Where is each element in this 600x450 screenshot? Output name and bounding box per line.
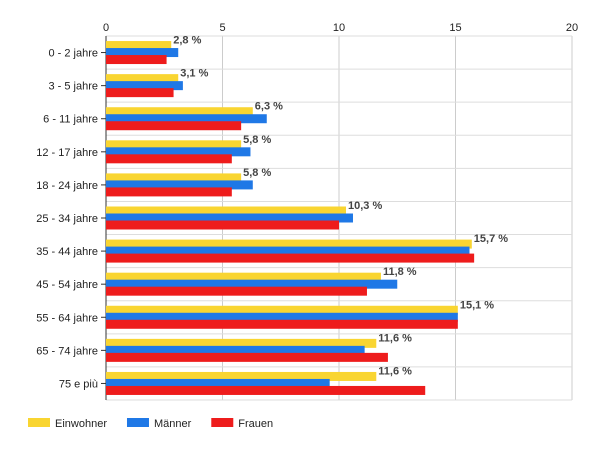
bar-einwohner-5 <box>106 206 346 216</box>
bar-frauen-2 <box>106 121 242 131</box>
x-tick-label: 20 <box>566 22 578 34</box>
category-label: 18 - 24 jahre <box>36 180 98 192</box>
bar-männer-2 <box>106 114 267 124</box>
data-label: 10,3 % <box>348 200 382 212</box>
bar-einwohner-0 <box>106 41 172 51</box>
bar-einwohner-6 <box>106 239 472 249</box>
bar-frauen-10 <box>106 385 426 395</box>
bar-frauen-9 <box>106 352 388 362</box>
x-axis-ticks: 0 5 10 15 20 <box>103 22 578 34</box>
category-label: 75 e più <box>59 378 98 390</box>
data-labels: 2,8 % 3,1 % 6,3 % 5,8 % 5,8 % 10,3 % 15,7 % 11,… <box>173 35 508 378</box>
bar-frauen-4 <box>106 187 232 197</box>
data-label: 11,6 % <box>378 332 412 344</box>
bar-einwohner-1 <box>106 74 179 84</box>
bar-frauen-3 <box>106 154 232 164</box>
bar-männer-1 <box>106 81 183 91</box>
category-label: 65 - 74 jahre <box>36 345 98 357</box>
legend-label: Männer <box>154 418 192 430</box>
x-tick-label: 10 <box>333 22 345 34</box>
bar-männer-9 <box>106 345 365 355</box>
category-label: 6 - 11 jahre <box>43 114 98 126</box>
category-label: 35 - 44 jahre <box>36 246 98 258</box>
bar-einwohner-3 <box>106 140 242 150</box>
bar-frauen-0 <box>106 55 167 65</box>
bar-frauen-8 <box>106 319 458 329</box>
data-label: 11,6 % <box>378 365 412 377</box>
category-labels: 0 - 2 jahre 3 - 5 jahre 6 - 11 jahre 12 - 1… <box>36 48 98 391</box>
bar-männer-5 <box>106 213 353 223</box>
bar-einwohner-10 <box>106 371 377 381</box>
data-label: 5,8 % <box>243 134 271 146</box>
bar-männer-3 <box>106 147 251 157</box>
bar-einwohner-7 <box>106 272 381 282</box>
bar-männer-4 <box>106 180 253 190</box>
bars <box>106 41 475 395</box>
legend: Einwohner Männer Frauen <box>28 418 273 430</box>
x-tick-label: 5 <box>219 22 225 34</box>
bar-männer-7 <box>106 279 398 289</box>
category-label: 12 - 17 jahre <box>36 147 98 159</box>
category-label: 45 - 54 jahre <box>36 279 98 291</box>
legend-swatch-frauen <box>211 418 234 427</box>
legend-label: Frauen <box>238 418 273 430</box>
legend-swatch-einwohner <box>28 418 50 427</box>
category-label: 0 - 2 jahre <box>48 48 98 60</box>
legend-label: Einwohner <box>55 418 107 430</box>
data-label: 15,1 % <box>460 299 494 311</box>
data-label: 11,8 % <box>383 266 417 278</box>
data-label: 5,8 % <box>243 167 271 179</box>
bar-männer-6 <box>106 246 470 256</box>
legend-swatch-männer <box>126 418 149 427</box>
data-label: 3,1 % <box>180 68 208 80</box>
category-label: 25 - 34 jahre <box>36 213 98 225</box>
bar-frauen-1 <box>106 88 174 98</box>
data-label: 6,3 % <box>255 101 283 113</box>
bar-einwohner-2 <box>106 107 253 117</box>
x-tick-label: 15 <box>449 22 461 34</box>
category-label: 3 - 5 jahre <box>48 81 98 93</box>
bar-frauen-6 <box>106 253 475 263</box>
data-label: 2,8 % <box>173 35 201 47</box>
bar-frauen-7 <box>106 286 367 296</box>
bar-männer-0 <box>106 48 179 58</box>
category-label: 55 - 64 jahre <box>36 312 98 324</box>
bar-männer-10 <box>106 378 330 388</box>
bar-einwohner-4 <box>106 173 242 183</box>
bar-männer-8 <box>106 312 458 322</box>
bar-einwohner-9 <box>106 338 377 348</box>
x-tick-label: 0 <box>103 22 109 34</box>
data-label: 15,7 % <box>474 233 508 245</box>
bar-einwohner-8 <box>106 305 458 315</box>
bar-frauen-5 <box>106 220 339 230</box>
